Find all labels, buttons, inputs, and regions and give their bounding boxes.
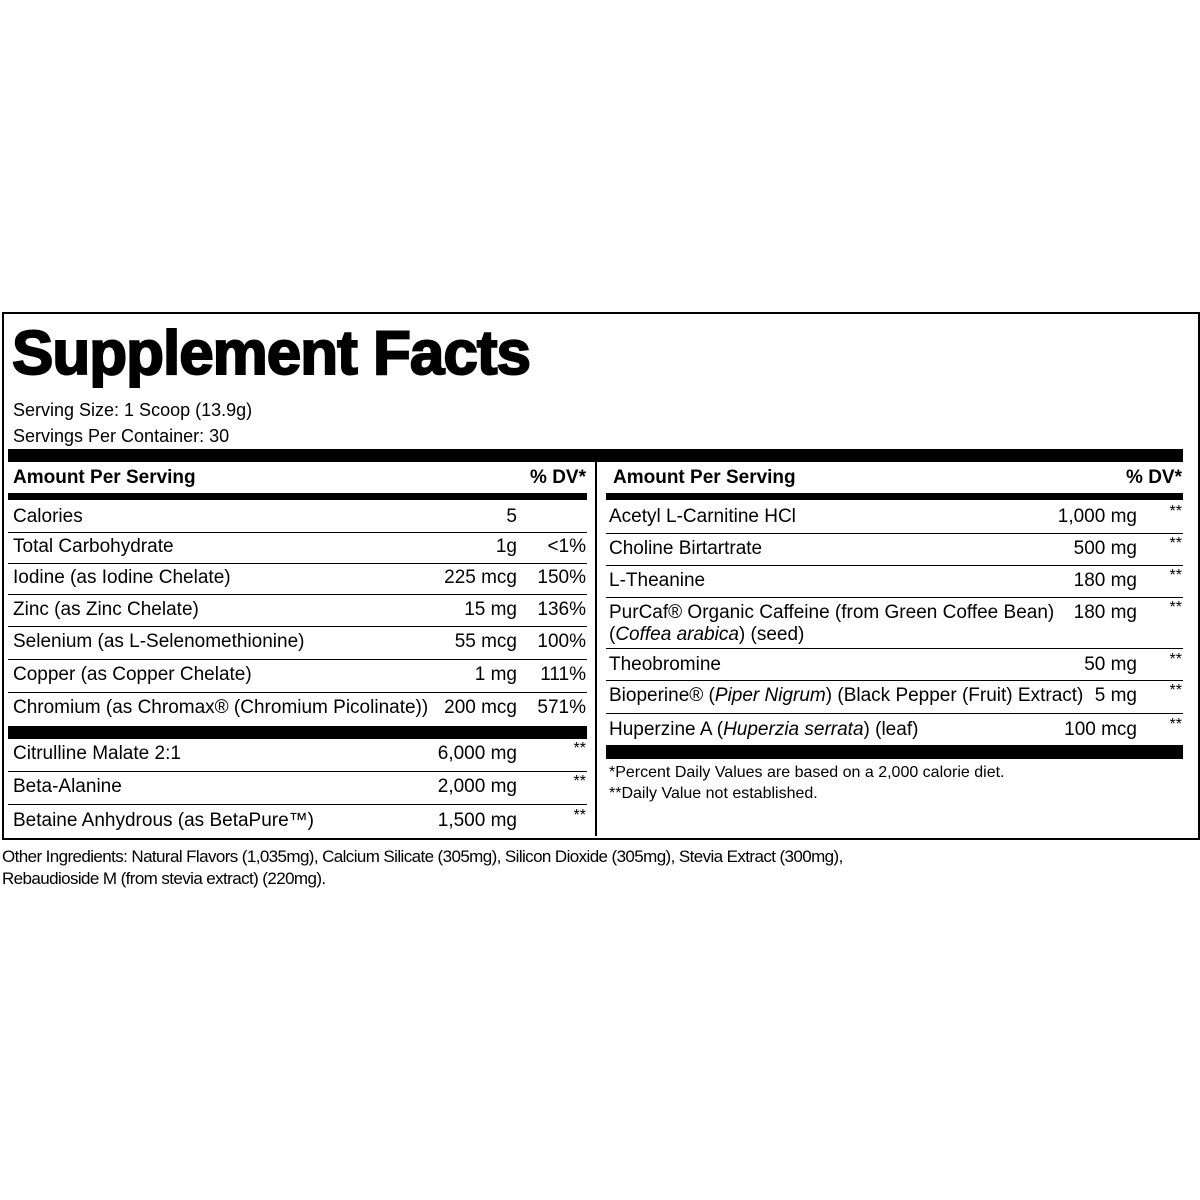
- name-part: Huperzia serrata: [723, 719, 864, 740]
- header-dv: % DV*: [530, 467, 586, 488]
- row-rule: [8, 658, 587, 660]
- daily-value: 571%: [537, 697, 586, 718]
- amount: 225 mcg: [444, 567, 517, 588]
- amount: 50 mg: [1084, 654, 1137, 675]
- row-rule: [606, 648, 1183, 649]
- name-part: Huperzine A (: [609, 719, 724, 740]
- amount: 500 mg: [1073, 538, 1137, 559]
- amount: 180 mg: [1073, 602, 1137, 623]
- amount: 2,000 mg: [437, 776, 517, 797]
- daily-value: **: [573, 740, 586, 757]
- ingredient-name: PurCaf® Organic Caffeine (from Green Cof…: [609, 602, 1054, 646]
- column-divider: [595, 462, 597, 836]
- amount: 5 mg: [1094, 685, 1137, 706]
- header-dv: % DV*: [1126, 467, 1182, 488]
- amount: 200 mcg: [444, 697, 517, 718]
- daily-value: 111%: [540, 664, 586, 685]
- ingredient-name: Beta-Alanine: [13, 776, 122, 797]
- serving-size: Serving Size: 1 Scoop (13.9g): [13, 400, 253, 420]
- ingredient-name: Copper (as Copper Chelate): [13, 664, 252, 685]
- daily-value: <1%: [547, 536, 586, 557]
- thick-rule: [8, 449, 1183, 462]
- thick-rule: [606, 745, 1183, 759]
- footnote: *Percent Daily Values are based on a 2,0…: [609, 764, 1005, 781]
- row-rule: [606, 713, 1183, 714]
- ingredient-name: Bioperine® (Piper Nigrum) (Black Pepper …: [609, 685, 1083, 707]
- daily-value: **: [1169, 567, 1182, 584]
- daily-value: **: [573, 773, 586, 790]
- row-rule: [8, 626, 587, 627]
- amount: 1 mg: [474, 664, 517, 685]
- amount: 6,000 mg: [437, 743, 517, 764]
- daily-value: **: [1169, 535, 1182, 552]
- ingredient-name: Zinc (as Zinc Chelate): [13, 599, 199, 620]
- name-part: Piper Nigrum: [714, 685, 826, 706]
- amount: 1g: [495, 536, 517, 557]
- amount: 180 mg: [1073, 570, 1137, 591]
- daily-value: **: [1169, 682, 1182, 699]
- ingredient-name: Calories: [13, 506, 83, 527]
- daily-value: **: [1169, 599, 1182, 616]
- row-rule: [606, 680, 1183, 681]
- amount: 1,000 mg: [1057, 506, 1137, 527]
- ingredient-name: Acetyl L-Carnitine HCl: [609, 506, 796, 527]
- amount: 55 mcg: [454, 631, 517, 652]
- row-rule: [8, 804, 587, 805]
- row-rule: [606, 597, 1183, 598]
- amount: 100 mcg: [1064, 719, 1137, 740]
- name-part: PurCaf® Organic Caffeine (from Green Cof…: [609, 602, 1055, 623]
- title: Supplement Facts: [11, 318, 532, 389]
- ingredient-name: Choline Birtartrate: [609, 538, 763, 559]
- thick-rule: [8, 493, 587, 500]
- ingredient-name: L-Theanine: [609, 570, 706, 591]
- row-rule: [8, 532, 587, 533]
- name-part: ) (Black Pepper (Fruit) Extract): [825, 685, 1084, 706]
- header-amount: Amount Per Serving: [613, 467, 796, 488]
- daily-value: **: [1169, 503, 1182, 520]
- name-part: (: [609, 624, 616, 645]
- row-rule: [8, 691, 587, 693]
- other-ingredients: Other Ingredients: Natural Flavors (1,03…: [2, 847, 843, 866]
- amount: 15 mg: [464, 599, 517, 620]
- row-rule: [606, 533, 1183, 534]
- row-rule: [606, 565, 1183, 566]
- ingredient-name: Selenium (as L-Selenomethionine): [13, 631, 305, 652]
- amount: 5: [506, 506, 517, 527]
- ingredient-name: Iodine (as Iodine Chelate): [13, 567, 231, 588]
- ingredient-name: Huperzine A (Huperzia serrata) (leaf): [609, 719, 918, 741]
- name-part: ) (leaf): [863, 719, 919, 740]
- daily-value: 100%: [537, 631, 586, 652]
- ingredient-name: Theobromine: [609, 654, 721, 675]
- name-part: ) (seed): [738, 624, 805, 645]
- ingredient-name: Total Carbohydrate: [13, 536, 174, 557]
- daily-value: **: [1169, 716, 1182, 733]
- row-rule: [8, 770, 587, 772]
- row-rule: [8, 562, 587, 564]
- ingredient-name: Citrulline Malate 2:1: [13, 743, 181, 764]
- name-part: Bioperine® (: [609, 685, 715, 706]
- name-part: Coffea arabica: [615, 624, 739, 645]
- footnote: **Daily Value not established.: [609, 785, 818, 802]
- thick-rule: [8, 726, 587, 739]
- ingredient-name: Chromium (as Chromax® (Chromium Picolina…: [13, 697, 429, 718]
- row-rule: [8, 594, 587, 595]
- ingredient-name: Betaine Anhydrous (as BetaPure™): [13, 810, 315, 831]
- daily-value: **: [1169, 651, 1182, 668]
- amount: 1,500 mg: [437, 810, 517, 831]
- other-ingredients: Rebaudioside M (from stevia extract) (22…: [2, 869, 326, 888]
- thick-rule: [606, 493, 1183, 500]
- daily-value: **: [573, 807, 586, 824]
- daily-value: 136%: [537, 599, 586, 620]
- daily-value: 150%: [537, 567, 586, 588]
- label-border: [2, 312, 1200, 840]
- servings-per-container: Servings Per Container: 30: [13, 426, 230, 446]
- header-amount: Amount Per Serving: [13, 467, 196, 488]
